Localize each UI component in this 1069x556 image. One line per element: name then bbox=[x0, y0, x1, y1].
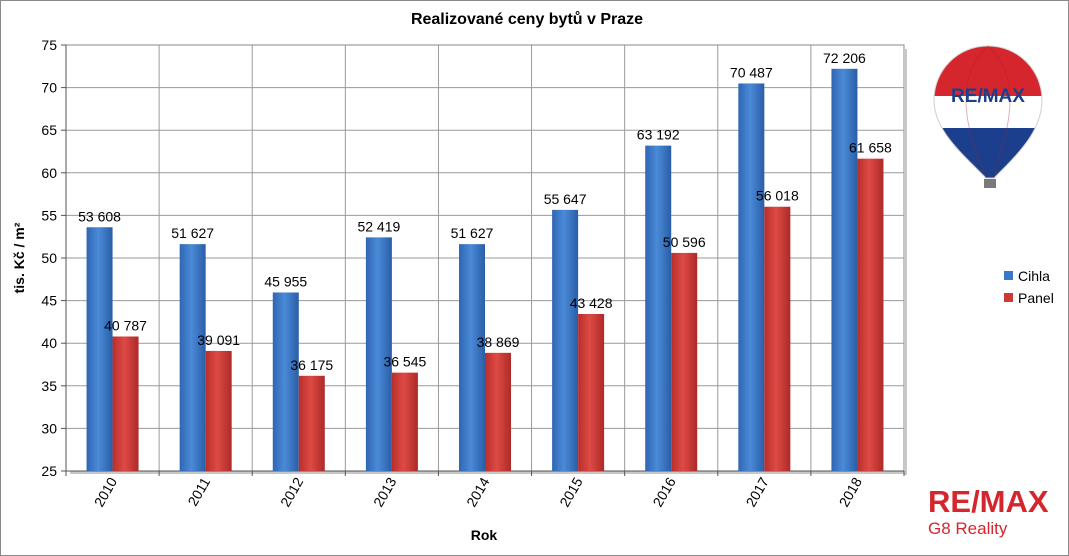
y-axis-title: tis. Kč / m² bbox=[11, 222, 27, 293]
legend-swatch-cihla bbox=[1004, 271, 1013, 280]
x-tick-label-2014: 2014 bbox=[463, 474, 493, 509]
x-axis-ticks: 2010 2011 2012 2013 2014 2015 2016 2017 2018 bbox=[65, 471, 905, 509]
data-label-panel-2018: 61 658 bbox=[849, 140, 892, 156]
x-tick-label-2012: 2012 bbox=[277, 474, 307, 509]
bar-cihla-2014 bbox=[459, 244, 485, 471]
data-labels: 53 608 40 787 51 627 39 091 45 955 36 175 52 4… bbox=[78, 50, 892, 373]
data-label-panel-2014: 38 869 bbox=[477, 334, 520, 350]
bars bbox=[86, 68, 884, 472]
chart-title: Realizované ceny bytů v Praze bbox=[411, 11, 643, 28]
remax-g8-logo: RE/MAX G8 Reality bbox=[928, 486, 1058, 546]
bar-panel-2017 bbox=[764, 206, 791, 472]
x-tick-label-2015: 2015 bbox=[556, 474, 586, 509]
x-tick-label-2017: 2017 bbox=[742, 474, 772, 509]
x-tick-label-2013: 2013 bbox=[370, 474, 400, 509]
bar-panel-2018 bbox=[857, 158, 884, 472]
bar-cihla-2011 bbox=[179, 244, 206, 471]
y-tick-label: 75 bbox=[41, 37, 57, 53]
bar-panel-2010 bbox=[112, 336, 139, 471]
bar-panel-2014 bbox=[485, 352, 511, 471]
data-label-cihla-2010: 53 608 bbox=[78, 208, 121, 224]
x-tick-label-2016: 2016 bbox=[649, 474, 679, 509]
data-label-cihla-2014: 51 627 bbox=[451, 225, 494, 241]
data-label-cihla-2018: 72 206 bbox=[823, 50, 866, 66]
bar-cihla-2015 bbox=[552, 209, 579, 471]
brand-logo-sub: G8 Reality bbox=[928, 519, 1008, 538]
y-tick-label: 50 bbox=[41, 250, 57, 266]
x-axis-title: Rok bbox=[471, 527, 498, 543]
bar-cihla-2016 bbox=[645, 145, 672, 471]
legend-label-cihla: Cihla bbox=[1018, 268, 1050, 284]
data-label-cihla-2017: 70 487 bbox=[730, 64, 773, 80]
y-tick-label: 55 bbox=[41, 207, 57, 223]
bar-cihla-2013 bbox=[365, 237, 392, 471]
data-label-cihla-2015: 55 647 bbox=[544, 191, 587, 207]
bar-panel-2016 bbox=[671, 252, 698, 471]
data-label-panel-2013: 36 545 bbox=[383, 354, 426, 370]
data-label-panel-2012: 36 175 bbox=[290, 357, 333, 373]
bar-panel-2013 bbox=[391, 372, 418, 471]
y-tick-label: 30 bbox=[41, 420, 57, 436]
brand-logo-main: RE/MAX bbox=[928, 484, 1049, 519]
data-label-cihla-2012: 45 955 bbox=[264, 273, 307, 289]
data-label-cihla-2013: 52 419 bbox=[357, 218, 400, 234]
bar-cihla-2010 bbox=[86, 227, 113, 471]
bar-panel-2012 bbox=[298, 375, 325, 471]
data-label-panel-2016: 50 596 bbox=[663, 234, 706, 250]
data-label-cihla-2011: 51 627 bbox=[171, 225, 214, 241]
y-tick-label: 35 bbox=[41, 378, 57, 394]
bar-panel-2015 bbox=[578, 313, 605, 471]
x-tick-label-2018: 2018 bbox=[836, 474, 866, 509]
data-label-panel-2011: 39 091 bbox=[197, 332, 240, 348]
legend-swatch-panel bbox=[1004, 293, 1013, 302]
y-tick-label: 25 bbox=[41, 463, 57, 479]
bar-panel-2011 bbox=[205, 350, 232, 471]
legend: Cihla Panel bbox=[1004, 268, 1054, 306]
x-tick-label-2010: 2010 bbox=[91, 474, 121, 509]
legend-label-panel: Panel bbox=[1018, 290, 1054, 306]
x-tick-label-2011: 2011 bbox=[184, 474, 213, 508]
bar-cihla-2017 bbox=[738, 83, 765, 472]
data-label-cihla-2016: 63 192 bbox=[637, 127, 680, 143]
y-tick-label: 60 bbox=[41, 165, 57, 181]
bar-cihla-2012 bbox=[272, 292, 299, 471]
data-label-panel-2015: 43 428 bbox=[570, 295, 613, 311]
balloon-text: RE/MAX bbox=[951, 86, 1025, 107]
data-label-panel-2010: 40 787 bbox=[104, 317, 147, 333]
y-tick-label: 45 bbox=[41, 293, 57, 309]
y-tick-label: 65 bbox=[41, 122, 57, 138]
bar-cihla-2018 bbox=[831, 68, 858, 472]
y-tick-label: 70 bbox=[41, 80, 57, 96]
remax-balloon-logo: RE/MAX bbox=[933, 45, 1043, 188]
data-label-panel-2017: 56 018 bbox=[756, 188, 799, 204]
y-axis-ticks: 25 30 35 40 45 50 55 60 65 70 75 bbox=[41, 37, 66, 479]
y-tick-label: 40 bbox=[41, 335, 57, 351]
